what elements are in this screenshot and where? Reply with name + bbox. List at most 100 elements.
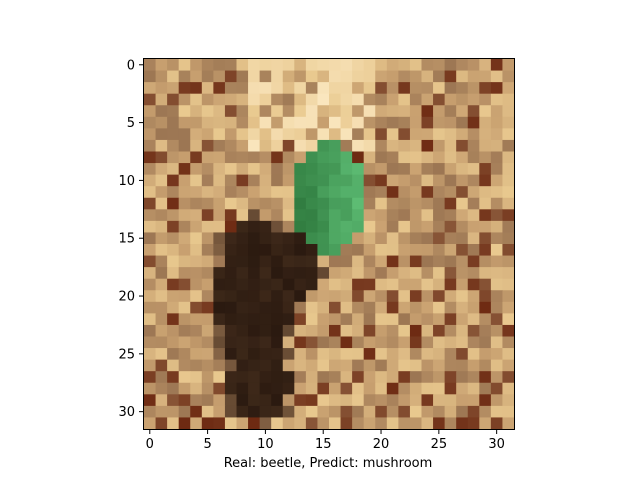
image-pixel [340,278,353,291]
image-pixel [375,59,388,72]
image-pixel [467,301,480,314]
image-pixel [479,290,492,303]
image-pixel [282,209,295,222]
image-pixel [305,371,318,384]
image-pixel [502,209,515,222]
image-pixel [317,174,330,187]
image-pixel [190,336,203,349]
image-pixel [444,278,457,291]
image-pixel [259,371,272,384]
image-pixel [421,324,434,338]
image-pixel [502,163,515,176]
image-pixel [201,382,214,395]
image-pixel [421,174,434,187]
image-pixel [329,359,342,372]
image-pixel [213,186,226,199]
image-pixel [444,405,457,418]
image-pixel [421,278,434,291]
image-pixel [190,324,203,338]
y-tick-label: 30 [118,405,135,420]
image-pixel [363,371,376,384]
image-pixel [409,278,423,291]
image-pixel [409,151,423,164]
image-pixel [502,348,515,361]
image-pixel [144,70,157,83]
image-pixel [236,336,249,349]
y-tick-label: 15 [118,232,135,247]
image-pixel [398,186,411,199]
image-pixel [490,255,503,268]
image-pixel [421,301,434,314]
image-pixel [213,82,226,95]
image-pixel [398,105,411,118]
image-pixel [352,232,365,245]
image-pixel [271,313,284,326]
image-pixel [155,336,168,349]
image-pixel [386,336,399,349]
image-pixel [248,324,261,338]
image-pixel [213,267,226,280]
image-pixel [282,174,295,187]
image-pixel [329,255,342,268]
image-pixel [190,70,203,83]
image-pixel [259,93,272,106]
image-pixel [190,220,203,233]
image-pixel [248,163,261,176]
image-pixel [490,394,503,407]
image-pixel [167,105,180,118]
image-pixel [502,278,515,291]
image-pixel [236,267,249,280]
image-pixel [190,93,203,106]
image-pixel [190,209,203,222]
image-pixel [421,197,434,210]
image-pixel [456,324,469,338]
image-pixel [467,405,480,418]
image-pixel [433,163,446,176]
image-pixel [294,348,307,361]
image-pixel [433,255,446,268]
image-pixel [282,267,295,280]
image-pixel [409,301,423,314]
image-pixel [144,151,157,164]
image-pixel [167,255,180,268]
image-pixel [305,128,318,141]
image-pixel [386,278,399,291]
image-pixel [398,371,411,384]
image-pixel [144,290,157,303]
image-pixel [248,371,261,384]
image-pixel [248,197,261,210]
y-tick-label: 10 [118,174,135,189]
image-pixel [155,139,168,153]
image-pixel [155,220,168,233]
image-pixel [201,209,214,222]
image-pixel [282,82,295,95]
image-pixel [213,290,226,303]
image-pixel [363,163,376,176]
image-pixel [213,417,226,430]
image-pixel [502,174,515,187]
image-pixel [294,301,307,314]
image-pixel [375,163,388,176]
image-pixel [502,82,515,95]
image-pixel [329,105,342,118]
image-pixel [155,197,168,210]
image-pixel [398,267,411,280]
image-pixel [352,394,365,407]
image-pixel [479,394,492,407]
image-pixel [282,301,295,314]
image-pixel [282,417,295,430]
image-pixel [190,59,203,72]
image-pixel [178,139,191,153]
image-pixel [271,244,284,257]
image-pixel [317,209,330,222]
image-pixel [317,324,330,338]
image-pixel [236,244,249,257]
image-pixel [155,70,168,83]
image-pixel [490,174,503,187]
image-pixel [340,394,353,407]
image-pixel [317,267,330,280]
image-pixel [317,163,330,176]
image-pixel [363,139,376,153]
image-pixel [155,244,168,257]
image-pixel [329,336,342,349]
